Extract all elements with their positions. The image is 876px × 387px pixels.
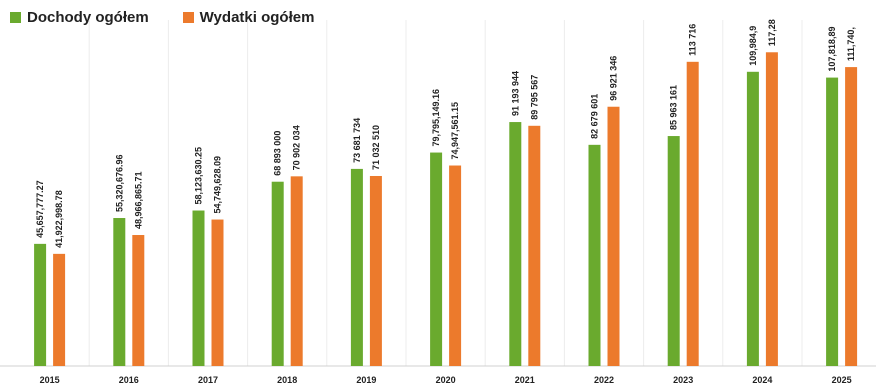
x-tick-label: 2017: [198, 375, 218, 385]
data-label-dochody: 82 679 601: [590, 94, 600, 139]
x-tick-label: 2019: [356, 375, 376, 385]
legend-label-dochody: Dochody ogółem: [27, 9, 149, 26]
data-label-wydatki: 70 902 034: [292, 125, 302, 170]
bar-dochody: [826, 77, 839, 366]
x-tick-label: 2018: [277, 375, 297, 385]
legend-swatch-wydatki: [182, 12, 194, 23]
data-label-dochody: 109,984,9: [748, 26, 758, 66]
data-label-dochody: 73 681 734: [352, 118, 362, 163]
x-tick-label: 2024: [752, 375, 772, 385]
bar-dochody: [350, 168, 363, 366]
legend-swatch-dochody: [10, 12, 21, 23]
data-label-dochody: 45,657,777.27: [35, 180, 45, 238]
bar-wydatki: [528, 125, 541, 366]
bar-dochody: [509, 122, 522, 366]
bar-dochody: [667, 136, 680, 366]
bar-dochody: [588, 144, 601, 366]
bar-wydatki: [607, 106, 620, 366]
data-label-wydatki: 96 921 346: [609, 56, 619, 101]
data-label-dochody: 107,818,89: [827, 27, 837, 72]
data-label-dochody: 85 963 161: [669, 85, 679, 130]
data-label-wydatki: 54,749,628.09: [213, 156, 223, 214]
bar-wydatki: [449, 165, 462, 366]
bar-wydatki: [132, 235, 145, 366]
bar-wydatki: [211, 219, 224, 366]
data-label-wydatki: 74,947,561.15: [450, 102, 460, 160]
data-label-wydatki: 71 032 510: [371, 125, 381, 170]
bar-wydatki: [53, 253, 66, 366]
x-tick-label: 2016: [119, 375, 139, 385]
data-label-wydatki: 89 795 567: [529, 75, 539, 120]
legend-item-dochody: Dochody ogółem: [10, 9, 149, 26]
bar-dochody: [746, 71, 759, 366]
data-label-dochody: 68 893 000: [273, 131, 283, 176]
x-tick-label: 2020: [436, 375, 456, 385]
x-tick-label: 2021: [515, 375, 535, 385]
data-label-dochody: 79,795,149.16: [431, 89, 441, 147]
bar-wydatki: [369, 175, 382, 366]
bar-dochody: [113, 218, 126, 366]
x-tick-label: 2015: [40, 375, 60, 385]
legend-label-wydatki: Wydatki ogółem: [199, 9, 315, 26]
data-label-dochody: 91 193 944: [510, 71, 520, 116]
x-tick-label: 2022: [594, 375, 614, 385]
bar-wydatki: [686, 61, 699, 367]
data-label-wydatki: 117,28: [767, 19, 777, 46]
data-label-wydatki: 113 716: [688, 24, 698, 56]
bar-dochody: [34, 243, 47, 366]
data-label-dochody: 55,320,676.96: [114, 154, 124, 212]
bar-wydatki: [845, 67, 858, 367]
data-label-wydatki: 41,922,998.78: [54, 190, 64, 248]
x-tick-label: 2025: [832, 375, 852, 385]
bar-wydatki: [290, 176, 303, 366]
data-label-wydatki: 111,740,: [846, 27, 856, 61]
bar-wydatki: [765, 52, 778, 366]
bar-dochody: [271, 181, 284, 366]
data-label-dochody: 58,123,630.25: [194, 147, 204, 205]
legend-item-wydatki: Wydatki ogółem: [182, 9, 315, 26]
bar-dochody: [192, 210, 205, 366]
legend: Dochody ogółem Wydatki ogółem: [10, 9, 314, 26]
x-tick-label: 2023: [673, 375, 693, 385]
data-label-wydatki: 48,966,865.71: [133, 171, 143, 229]
bar-dochody: [430, 152, 443, 366]
